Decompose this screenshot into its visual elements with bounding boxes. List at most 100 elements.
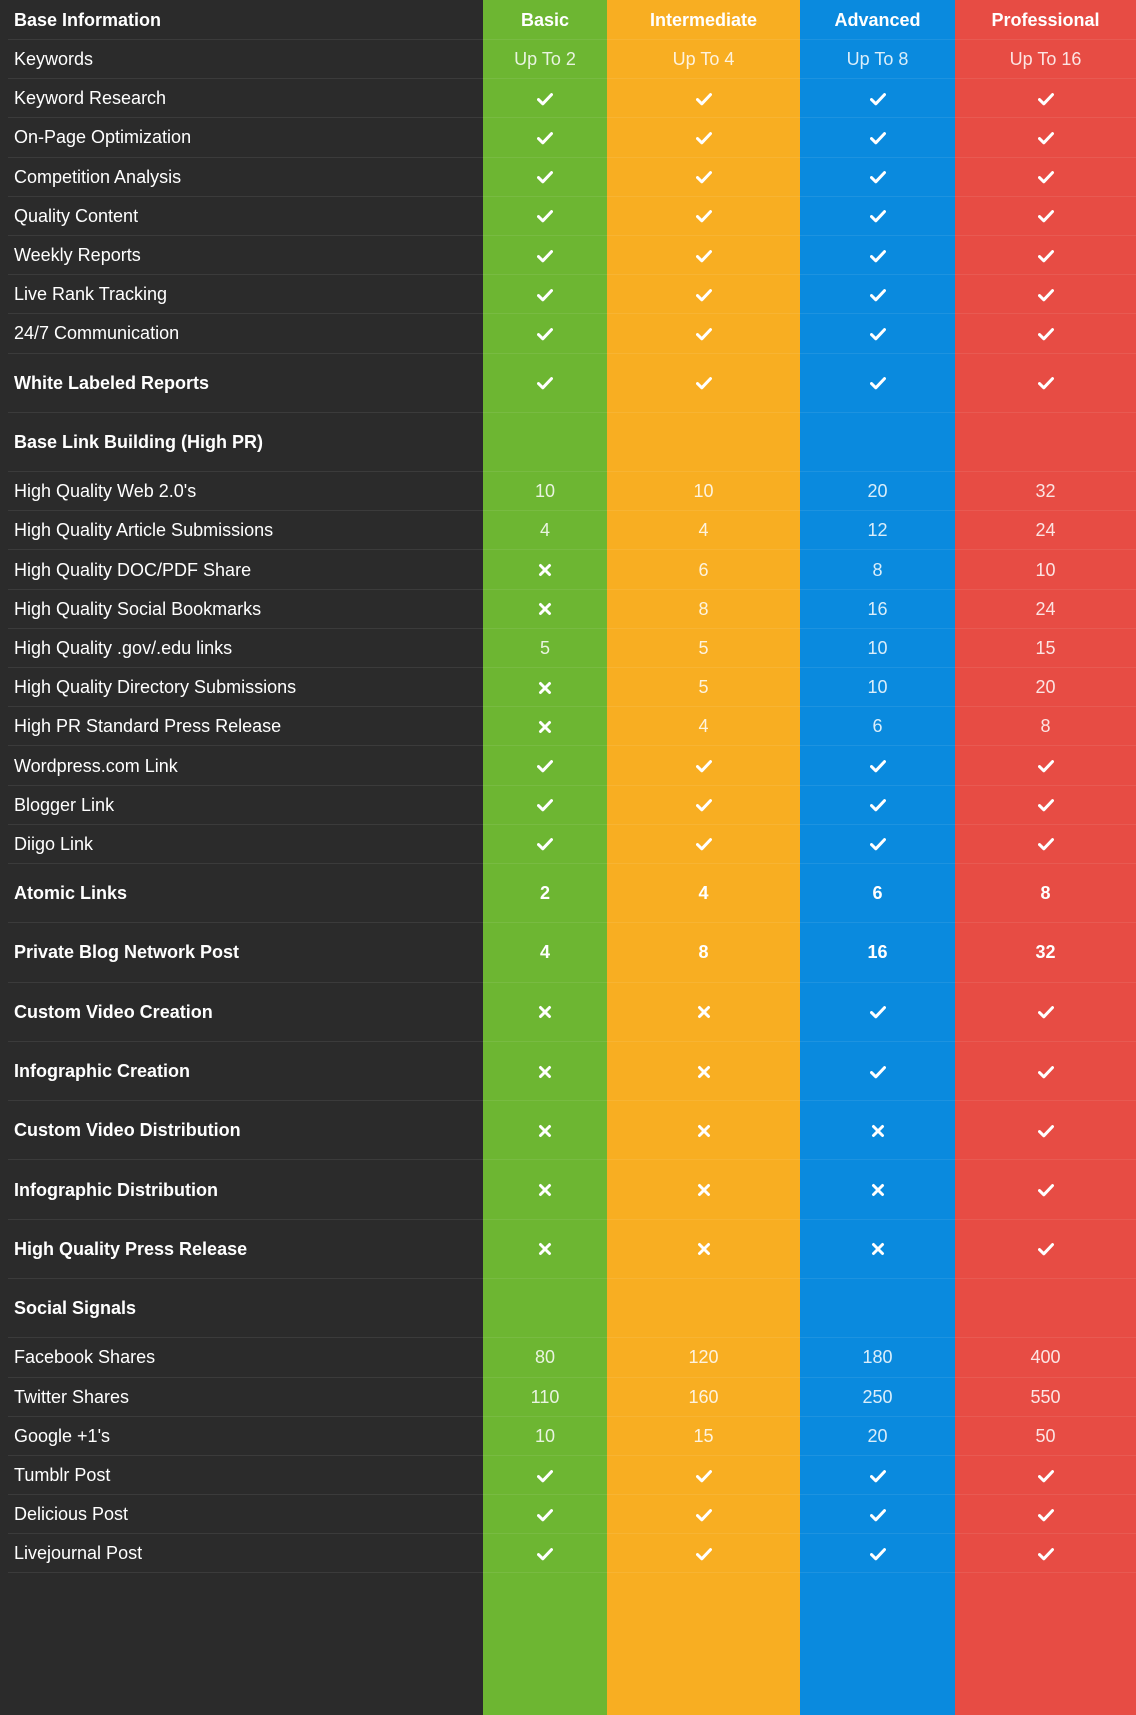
- table-row: Base Link Building (High PR): [0, 413, 1136, 473]
- check-icon: [869, 287, 886, 303]
- cross-icon: [696, 1182, 712, 1198]
- value-intermediate: [607, 118, 800, 157]
- check-icon: [869, 1507, 886, 1523]
- value-basic: [483, 590, 607, 629]
- feature-label: Weekly Reports: [14, 245, 141, 266]
- check-icon: [1037, 375, 1054, 391]
- value-basic: [483, 786, 607, 825]
- cross-icon: [696, 1064, 712, 1080]
- check-icon: [869, 248, 886, 264]
- check-icon: [695, 1468, 712, 1484]
- value-intermediate: [607, 983, 800, 1042]
- table-row: Infographic Distribution: [0, 1160, 1136, 1221]
- cross-icon: [696, 1123, 712, 1139]
- value-basic: [483, 1101, 607, 1160]
- table-row: Facebook Shares 80 120 180 400: [0, 1338, 1136, 1378]
- header-feature-label: Base Information: [14, 9, 162, 30]
- value-basic: [483, 550, 607, 589]
- check-icon: [1037, 797, 1054, 813]
- value-professional: [955, 1160, 1136, 1219]
- value-basic: 10: [534, 1425, 556, 1446]
- value-advanced: [800, 825, 955, 864]
- value-basic: [483, 118, 607, 157]
- check-icon: [537, 1546, 553, 1562]
- value-basic: [483, 1495, 607, 1534]
- check-icon: [695, 375, 712, 391]
- feature-label: Facebook Shares: [14, 1347, 156, 1368]
- feature-label: Tumblr Post: [14, 1465, 111, 1485]
- value-intermediate: [607, 1456, 800, 1495]
- check-icon: [695, 208, 712, 224]
- value-advanced: 20: [867, 481, 888, 502]
- check-icon: [695, 169, 712, 185]
- value-basic: [483, 275, 607, 314]
- value-professional: [955, 197, 1136, 236]
- value-intermediate: 120: [688, 1347, 719, 1368]
- value-basic: [483, 1160, 607, 1219]
- value-advanced: 10: [867, 677, 888, 698]
- feature-label: High Quality Directory Submissions: [14, 677, 297, 698]
- value-professional: 32: [1035, 942, 1056, 963]
- feature-label: High Quality Article Submissions: [14, 520, 274, 541]
- value-intermediate: 10: [693, 481, 714, 502]
- value-basic: [483, 1279, 607, 1338]
- check-icon: [1037, 208, 1054, 224]
- check-icon: [537, 758, 553, 774]
- check-icon: [1037, 836, 1054, 852]
- check-icon: [537, 326, 553, 342]
- check-icon: [537, 375, 553, 391]
- feature-label: High Quality Web 2.0's: [14, 481, 197, 502]
- value-intermediate: [607, 275, 800, 314]
- check-icon: [537, 248, 553, 264]
- value-advanced: [800, 275, 955, 314]
- value-advanced: 6: [872, 883, 883, 904]
- cross-icon: [537, 601, 553, 617]
- check-icon: [869, 1004, 886, 1020]
- check-icon: [1037, 1546, 1054, 1562]
- table-row: Keywords Up To 2 Up To 4 Up To 8 Up To 16: [0, 40, 1136, 80]
- check-icon: [537, 208, 553, 224]
- feature-label: Social Signals: [14, 1298, 137, 1319]
- value-professional: [955, 1534, 1136, 1573]
- table-row: High Quality Article Submissions 4 4 12 24: [0, 511, 1136, 551]
- value-professional: [955, 1220, 1136, 1279]
- value-basic: [483, 314, 607, 353]
- feature-label: High Quality DOC/PDF Share: [14, 559, 252, 580]
- value-basic: [483, 668, 607, 707]
- feature-label: Blogger Link: [14, 794, 115, 815]
- value-advanced: [800, 983, 955, 1042]
- value-advanced: Up To 8: [846, 49, 909, 70]
- check-icon: [869, 326, 886, 342]
- cross-icon: [537, 1182, 553, 1198]
- check-icon: [695, 248, 712, 264]
- check-icon: [869, 375, 886, 391]
- check-icon: [1037, 1241, 1054, 1257]
- check-icon: [869, 91, 886, 107]
- value-intermediate: [607, 746, 800, 785]
- check-icon: [869, 797, 886, 813]
- value-intermediate: 4: [698, 520, 709, 541]
- value-intermediate: 15: [693, 1425, 714, 1446]
- table-row: Custom Video Creation: [0, 983, 1136, 1043]
- value-intermediate: 8: [698, 598, 709, 619]
- feature-label: Custom Video Creation: [14, 1001, 213, 1022]
- value-advanced: 12: [867, 520, 888, 541]
- value-intermediate: [607, 786, 800, 825]
- feature-label: Base Link Building (High PR): [14, 431, 264, 452]
- table-row: High Quality Web 2.0's 10 10 20 32: [0, 472, 1136, 512]
- value-advanced: [800, 1495, 955, 1534]
- value-basic: [483, 1220, 607, 1279]
- value-professional: 24: [1035, 598, 1056, 619]
- table-row: Private Blog Network Post 4 8 16 32: [0, 923, 1136, 983]
- value-professional: 32: [1035, 481, 1056, 502]
- feature-label: Livejournal Post: [14, 1543, 143, 1564]
- check-icon: [695, 287, 712, 303]
- value-basic: [483, 354, 607, 413]
- feature-label: Infographic Creation: [14, 1061, 191, 1081]
- check-icon: [695, 836, 712, 852]
- feature-label: High Quality Social Bookmarks: [14, 598, 262, 619]
- table-row: On-Page Optimization: [0, 118, 1136, 158]
- value-professional: [955, 983, 1136, 1042]
- plan-header-basic: Basic: [520, 9, 570, 30]
- value-professional: [955, 354, 1136, 413]
